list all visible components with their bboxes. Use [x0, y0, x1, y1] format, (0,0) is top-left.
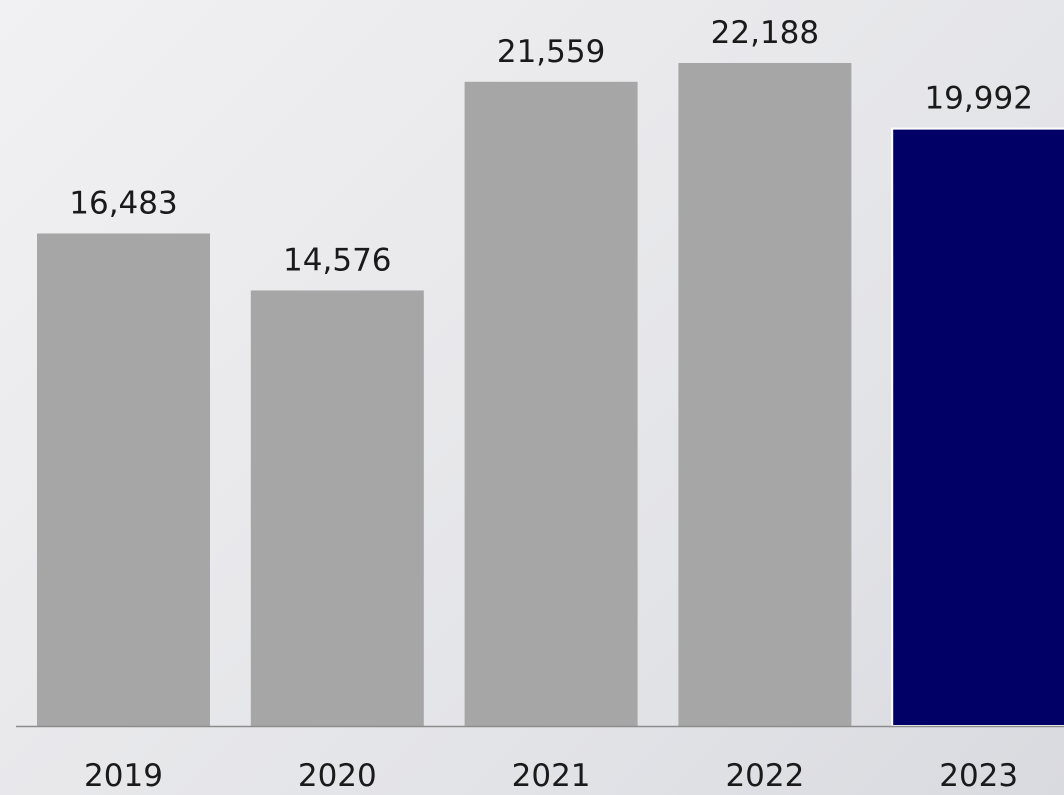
bar-2019: [37, 233, 210, 727]
data-label-2021: 21,559: [497, 34, 605, 70]
data-label-2023: 19,992: [924, 81, 1032, 117]
bar-2021: [464, 81, 638, 726]
x-tick-label-2019: 2019: [84, 758, 163, 794]
data-label-2022: 22,188: [711, 15, 819, 51]
data-label-2019: 16,483: [69, 185, 177, 221]
x-tick-label-2022: 2022: [725, 758, 804, 794]
x-tick-label-2021: 2021: [512, 758, 591, 794]
bar-2020: [250, 290, 424, 726]
x-tick-label-2023: 2023: [939, 758, 1018, 794]
bar-2022: [678, 63, 852, 726]
x-tick-label-2020: 2020: [298, 758, 377, 794]
bar-2023: [891, 127, 1064, 727]
data-label-2020: 14,576: [283, 242, 391, 278]
